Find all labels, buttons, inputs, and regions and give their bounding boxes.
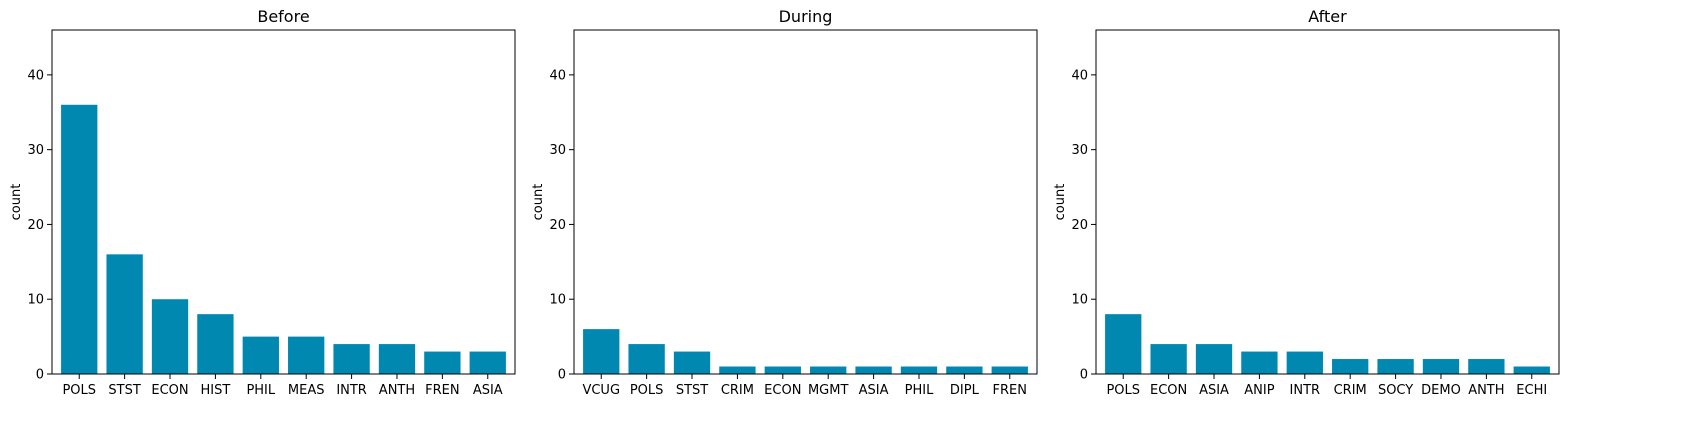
x-tick-label: MEAS	[288, 383, 325, 398]
x-tick-label: INTR	[1290, 383, 1321, 398]
y-axis-label: count	[9, 184, 24, 221]
y-tick-label: 40	[549, 68, 566, 83]
bar-socy	[1377, 359, 1414, 374]
chart-panel-3: After count 0 10 20 30 40 POLS ECON ASIA ANIP INTR C…	[1053, 7, 1560, 398]
bar-anip	[1241, 351, 1278, 374]
bar-echi	[1513, 366, 1550, 374]
bar-pols	[628, 344, 665, 374]
bar-hist	[197, 314, 234, 374]
x-tick-label: POLS	[1106, 383, 1140, 398]
x-tick-label: CRIM	[721, 383, 754, 398]
y-tick-label: 0	[36, 368, 44, 383]
x-tick-label: ECON	[151, 383, 188, 398]
x-tick-label: POLS	[62, 383, 96, 398]
x-tick-label: FREN	[425, 383, 459, 398]
bar-stst	[673, 351, 711, 374]
x-tick-label: SOCY	[1378, 383, 1413, 398]
x-tick-label: DIPL	[950, 383, 980, 398]
y-axis-label: count	[1053, 184, 1068, 221]
y-tick-label: 0	[558, 368, 566, 383]
chart-panel-2: During count 0 10 20 30 40 VCUG POLS STST CRIM ECON…	[531, 7, 1038, 398]
bar-dipl	[946, 366, 983, 374]
y-tick-label: 30	[27, 143, 44, 158]
bar-crim	[719, 366, 756, 374]
chart-title: During	[779, 7, 833, 26]
x-tick-label: ANTH	[379, 383, 415, 398]
y-axis-label: count	[531, 184, 546, 221]
chart-panel-1: Before count 0 10 20 30 40 POLS STST ECON HIST PHIL…	[9, 7, 516, 398]
bar-econ	[1150, 344, 1187, 374]
x-tick-label: STST	[108, 383, 140, 398]
x-tick-label: POLS	[630, 383, 664, 398]
y-tick-label: 40	[1071, 68, 1088, 83]
chart-title: Before	[257, 7, 309, 26]
bar-pols	[1105, 314, 1142, 374]
x-tick-label: ECON	[764, 383, 801, 398]
bar-pols	[61, 104, 98, 375]
plot-frame	[51, 29, 516, 375]
x-tick-label: ASIA	[473, 383, 503, 398]
y-tick-label: 10	[1071, 293, 1088, 308]
y-tick-label: 10	[27, 293, 44, 308]
x-tick-label: DEMO	[1421, 383, 1461, 398]
x-tick-label: ASIA	[859, 383, 889, 398]
bar-asia	[469, 351, 506, 374]
y-tick-label: 30	[549, 143, 566, 158]
x-tick-label: HIST	[201, 383, 231, 398]
bar-meas	[288, 336, 325, 374]
x-tick-label: VCUG	[582, 383, 620, 398]
bar-asia	[855, 366, 892, 374]
bar-fren	[991, 366, 1028, 374]
x-tick-label: ECON	[1150, 383, 1187, 398]
x-tick-label: ECHI	[1516, 383, 1547, 398]
plot-frame	[1095, 29, 1560, 375]
bar-econ	[151, 299, 189, 374]
bar-fren	[424, 351, 461, 374]
bar-anth	[1468, 359, 1505, 374]
x-tick-label: CRIM	[1334, 383, 1367, 398]
bar-mgmt	[810, 366, 847, 374]
x-tick-label: STST	[676, 383, 708, 398]
bar-asia	[1195, 344, 1233, 374]
bar-crim	[1332, 359, 1369, 374]
bar-anth	[378, 344, 416, 374]
y-tick-label: 30	[1071, 143, 1088, 158]
x-tick-label: INTR	[336, 383, 367, 398]
bar-stst	[106, 254, 143, 374]
y-tick-label: 40	[27, 68, 44, 83]
y-tick-label: 20	[27, 218, 44, 233]
y-tick-label: 0	[1080, 368, 1088, 383]
bar-intr	[1286, 351, 1323, 374]
x-tick-label: PHIL	[246, 383, 275, 398]
x-tick-label: ASIA	[1199, 383, 1229, 398]
bar-vcug	[583, 329, 620, 374]
bar-phil	[242, 336, 279, 374]
x-tick-label: PHIL	[905, 383, 934, 398]
y-tick-label: 20	[1071, 218, 1088, 233]
bar-demo	[1422, 359, 1460, 374]
bar-phil	[900, 366, 938, 374]
bar-econ	[764, 366, 801, 374]
bar-intr	[333, 344, 370, 374]
x-tick-label: ANIP	[1244, 383, 1274, 398]
chart-title: After	[1308, 7, 1347, 26]
x-tick-label: MGMT	[808, 383, 849, 398]
y-tick-label: 20	[549, 218, 566, 233]
y-tick-label: 10	[549, 293, 566, 308]
plot-frame	[573, 29, 1038, 375]
x-tick-label: ANTH	[1468, 383, 1504, 398]
x-tick-label: FREN	[993, 383, 1027, 398]
